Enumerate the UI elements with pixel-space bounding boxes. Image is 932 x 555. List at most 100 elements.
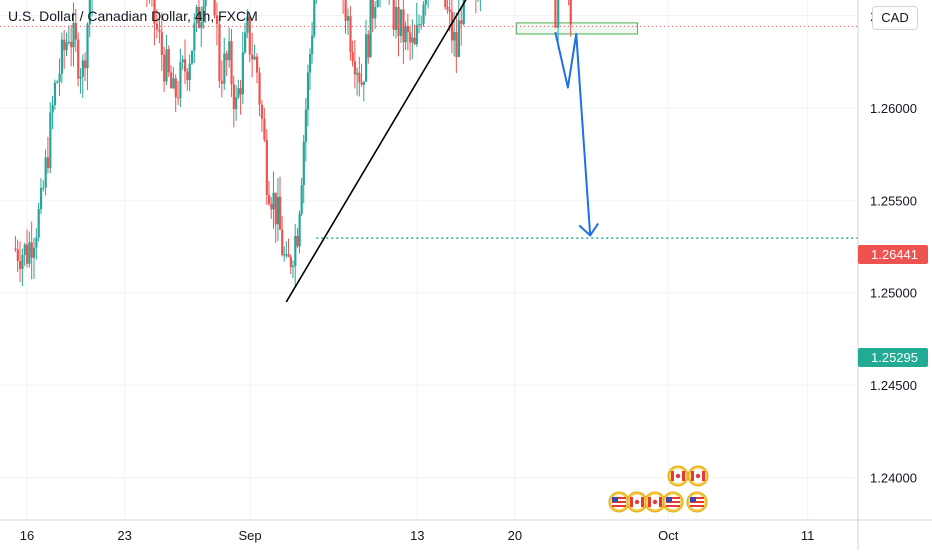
canada-flag-icon bbox=[644, 491, 666, 513]
y-tick-label: 1.24500 bbox=[870, 378, 917, 393]
candle-body bbox=[49, 112, 52, 169]
candle-body bbox=[283, 254, 286, 256]
candle-body bbox=[235, 97, 238, 110]
candle-body bbox=[188, 63, 191, 81]
flag-bar bbox=[648, 497, 651, 507]
candle-body bbox=[360, 82, 363, 85]
y-tick-label: 1.25000 bbox=[870, 286, 917, 301]
candle-body bbox=[411, 37, 414, 43]
candle-body bbox=[258, 72, 261, 105]
candle-body bbox=[172, 78, 175, 89]
candle-body bbox=[402, 9, 405, 43]
candle-body bbox=[44, 157, 47, 188]
flag-stripe bbox=[612, 501, 626, 503]
candle-body bbox=[177, 97, 180, 99]
maple-leaf bbox=[634, 499, 640, 505]
candle-body bbox=[311, 35, 314, 55]
candle-body bbox=[53, 82, 57, 105]
x-tick-label: Oct bbox=[658, 528, 679, 543]
candle-body bbox=[453, 32, 456, 41]
candle-body bbox=[365, 34, 368, 82]
flags-layer bbox=[608, 465, 709, 513]
candle-body bbox=[74, 23, 77, 40]
maple-leaf bbox=[675, 473, 681, 479]
candle-body bbox=[367, 34, 370, 58]
candle-body bbox=[81, 60, 84, 77]
flag-canton bbox=[666, 497, 672, 502]
candle-body bbox=[294, 235, 297, 267]
maple-leaf bbox=[695, 473, 701, 479]
candle-body bbox=[457, 20, 460, 58]
candle-body bbox=[302, 141, 305, 186]
flag-stripe bbox=[690, 497, 704, 499]
candle-body bbox=[79, 76, 82, 79]
candle-body bbox=[170, 72, 173, 89]
candle-body bbox=[308, 54, 312, 73]
candle-body bbox=[39, 188, 43, 210]
candle-body bbox=[155, 23, 159, 30]
candle-body bbox=[369, 0, 372, 58]
candle-body bbox=[362, 81, 365, 85]
candle-body bbox=[374, 6, 377, 19]
candle-body bbox=[267, 194, 271, 204]
candle-body bbox=[158, 29, 161, 33]
flag-bar bbox=[630, 497, 633, 507]
candle-body bbox=[417, 24, 421, 26]
projection-arrowhead bbox=[578, 222, 600, 237]
candle-body bbox=[23, 244, 26, 255]
candle-body bbox=[32, 247, 36, 258]
candle-body bbox=[285, 254, 288, 256]
flag-stripe bbox=[690, 505, 704, 507]
candle-body bbox=[230, 41, 233, 85]
candle-body bbox=[306, 72, 310, 110]
x-tick-label: 13 bbox=[410, 528, 424, 543]
candle-body bbox=[19, 260, 22, 269]
candle-body bbox=[455, 32, 458, 58]
usa-flag-icon bbox=[662, 491, 684, 513]
candle-body bbox=[220, 80, 224, 84]
candle-body bbox=[153, 0, 156, 24]
candle-body bbox=[202, 6, 205, 23]
candle-body bbox=[281, 229, 284, 255]
candle-body bbox=[272, 192, 275, 210]
candle-body bbox=[232, 84, 235, 110]
usa-flag-icon bbox=[608, 491, 630, 513]
candle-body bbox=[167, 49, 170, 73]
maple-leaf bbox=[652, 499, 658, 505]
candle-body bbox=[569, 0, 572, 25]
flag-stripe bbox=[666, 505, 680, 507]
candle-body bbox=[420, 23, 423, 25]
candle-body bbox=[291, 266, 295, 268]
candle-body bbox=[287, 254, 290, 257]
candle-body bbox=[444, 0, 447, 8]
candle-body bbox=[413, 37, 416, 45]
candle-body bbox=[276, 196, 280, 225]
candle-body bbox=[289, 256, 292, 268]
candle-body bbox=[174, 78, 177, 98]
flag-bar bbox=[659, 497, 662, 507]
currency-button[interactable]: CAD bbox=[872, 6, 918, 30]
flag-stripe bbox=[612, 497, 626, 499]
candle-body bbox=[353, 61, 357, 75]
candle-body bbox=[51, 104, 54, 113]
candle-body bbox=[448, 9, 451, 12]
candle-body bbox=[371, 0, 374, 19]
flag-canton bbox=[612, 497, 618, 502]
candle-body bbox=[349, 16, 352, 53]
candle-body bbox=[424, 0, 427, 5]
candle-body bbox=[223, 53, 226, 84]
x-tick-label: Sep bbox=[238, 528, 261, 543]
candle-body bbox=[274, 192, 277, 225]
candle-body bbox=[270, 203, 273, 210]
candle-body bbox=[56, 81, 59, 83]
candles-layer bbox=[14, 0, 572, 288]
candle-body bbox=[392, 0, 395, 30]
candle-body bbox=[300, 185, 303, 214]
candle-body bbox=[197, 6, 201, 28]
candle-body bbox=[181, 59, 184, 63]
candle-body bbox=[218, 24, 221, 81]
candle-body bbox=[395, 6, 398, 30]
candle-body bbox=[554, 0, 557, 28]
